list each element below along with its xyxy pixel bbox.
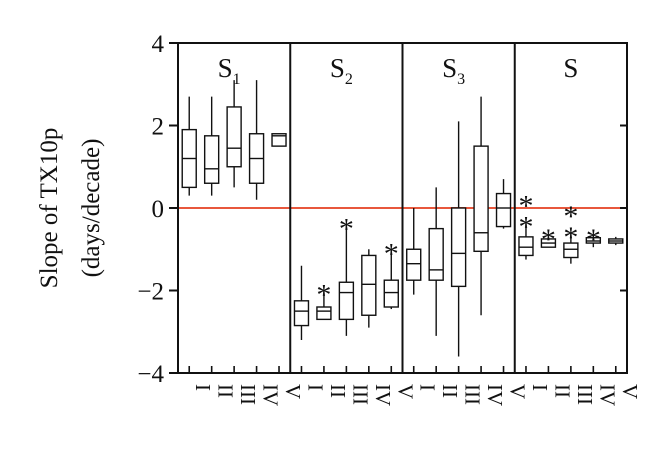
panel-title-letter: S (218, 53, 233, 83)
box (271, 133, 287, 147)
x-category-label: V (506, 384, 530, 399)
significance-star: * (316, 279, 331, 312)
box (495, 192, 512, 228)
box (518, 236, 534, 257)
box (226, 106, 242, 168)
box (361, 254, 377, 316)
box (473, 145, 489, 253)
y-tick-label: 2 (152, 114, 165, 141)
significance-star: * (518, 210, 533, 243)
x-category-label: III (573, 384, 597, 405)
panel-title: S3 (442, 53, 465, 88)
x-category-label: II (214, 384, 238, 398)
y-tick-label: −2 (137, 279, 164, 306)
panel-title-subscript: 3 (457, 71, 465, 88)
x-category-label: I (303, 384, 327, 391)
x-category-label: II (550, 384, 574, 398)
box (203, 135, 220, 184)
panel-title-letter: S (563, 53, 578, 83)
y-axis-label-units: (days/decade) (78, 139, 105, 278)
y-axis-label: Slope of TX10p (36, 128, 63, 289)
box (428, 227, 444, 281)
x-category-label: I (528, 384, 552, 391)
significance-star: * (541, 223, 556, 256)
box (293, 300, 310, 327)
panel-title-letter: S (330, 53, 345, 83)
y-tick-label: −4 (137, 361, 164, 388)
x-category-label: V (618, 384, 642, 399)
y-tick-label: 0 (152, 196, 165, 223)
panel-title: S2 (330, 53, 353, 88)
significance-star: * (518, 189, 533, 222)
x-category-label: IV (259, 384, 283, 406)
significance-star: * (563, 221, 578, 254)
x-category-label: III (236, 384, 260, 405)
box (406, 248, 422, 281)
x-category-label: V (393, 384, 417, 399)
significance-star: * (339, 213, 354, 246)
box (316, 306, 332, 321)
x-category-label: III (461, 384, 485, 405)
panel-title-subscript: 1 (233, 71, 241, 88)
x-category-label: IV (371, 384, 395, 406)
significance-star: * (586, 223, 601, 256)
y-tick-label: 4 (152, 31, 165, 58)
x-category-label: I (416, 384, 440, 391)
box (563, 242, 579, 259)
box (338, 281, 355, 321)
panel-title-letter: S (442, 53, 457, 83)
x-category-label: I (191, 384, 215, 391)
x-category-label: IV (595, 384, 619, 406)
box (383, 279, 399, 308)
panel-title: S1 (218, 53, 241, 88)
significance-star: * (563, 200, 578, 233)
boxes-layer (181, 80, 624, 357)
ticks-layer (169, 42, 627, 374)
x-category-label: V (281, 384, 305, 399)
box (450, 207, 467, 288)
panel-title: S (563, 53, 578, 83)
significance-star: * (384, 237, 399, 270)
x-category-label: II (326, 384, 350, 398)
x-category-label: IV (483, 384, 507, 406)
x-category-label: II (438, 384, 462, 398)
x-category-label: III (348, 384, 372, 405)
panel-title-subscript: 2 (345, 71, 353, 88)
